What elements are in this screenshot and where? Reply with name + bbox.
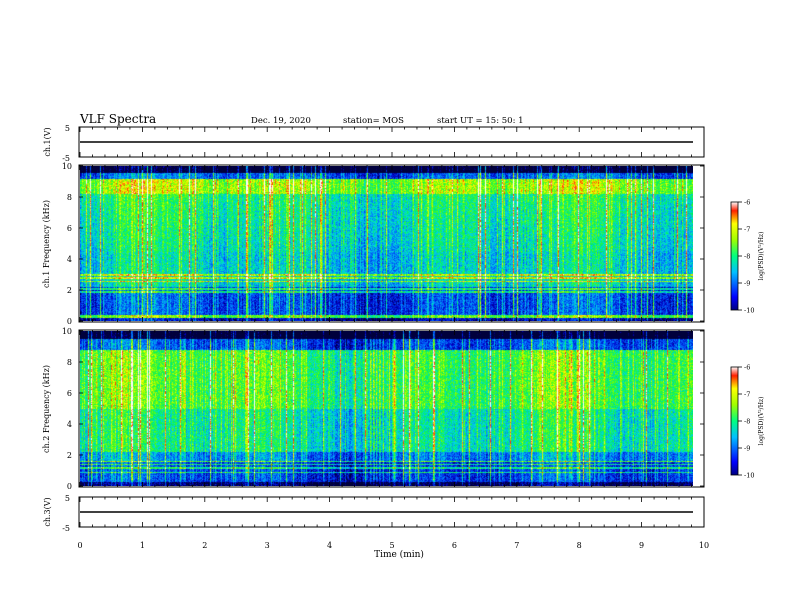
ch1-spec-ylabel: ch.1 Frequency (kHz)	[42, 200, 51, 288]
x-tick-label: 7	[514, 541, 519, 550]
ch1-ytick-top: 5	[65, 124, 70, 133]
figure-title: VLF Spectra	[80, 112, 157, 126]
x-tick-label: 5	[389, 541, 394, 550]
x-tick-label: 6	[452, 541, 457, 550]
colorbar-tick-label: -10	[744, 307, 754, 315]
freq-tick-label: 0	[67, 482, 72, 491]
ch2-colorbar-gradient	[730, 366, 739, 476]
ch2-spec-ylabel: ch.2 Frequency (kHz)	[42, 365, 51, 453]
x-tick-labels: 0 1 2 3 4 5 6 7 8 9 10	[77, 541, 709, 550]
freq-tick-label: 0	[67, 317, 72, 326]
freq-tick-label: 8	[67, 193, 72, 202]
station-label: station= MOS	[343, 116, 404, 126]
x-axis-label: Time (min)	[374, 549, 424, 560]
ch1-waveform-panel: 5 -5 ch.1(V)	[43, 124, 705, 163]
freq-tick-label: 4	[67, 420, 72, 429]
ch1-colorbar-gradient	[730, 201, 739, 311]
start-time-label: start UT = 15: 50: 1	[437, 116, 524, 126]
ch1-colorbar-label: log(PSD)(V²/Hz)	[758, 232, 765, 281]
date-label: Dec. 19, 2020	[251, 116, 311, 126]
x-tick-label: 9	[639, 541, 644, 550]
x-tick-label: 0	[77, 541, 82, 550]
colorbar-tick-label: -8	[744, 253, 750, 261]
x-tick-label: 4	[327, 541, 332, 550]
colorbar-tick-label: -9	[744, 280, 750, 288]
colorbar-tick-label: -7	[744, 226, 750, 234]
freq-tick-label: 8	[67, 358, 72, 367]
x-tick-label: 3	[265, 541, 270, 550]
ch3-ytick-top: 5	[65, 494, 70, 503]
ch2-colorbar: -6 -7 -8 -9 -10 log(PSD)(V²/Hz)	[730, 364, 765, 480]
time-tick-marks	[79, 127, 705, 527]
ch1-spectrogram-image	[80, 166, 693, 321]
freq-tick-label: 2	[67, 286, 72, 295]
ch3-waveform-panel: 5 -5 ch.3(V)	[43, 494, 705, 533]
ch2-spec-yticks: 0 2 4 6 8 10	[62, 327, 704, 491]
freq-tick-label: 6	[67, 224, 72, 233]
ch3-ylabel: ch.3(V)	[43, 497, 52, 526]
x-tick-label: 8	[577, 541, 582, 550]
ch3-ytick-bottom: -5	[62, 524, 70, 533]
ch2-spectrogram-panel: 0 2 4 6 8 10 ch.2 Frequency (kHz)	[42, 327, 705, 491]
colorbar-tick-label: -8	[744, 418, 750, 426]
ch2-colorbar-label: log(PSD)(V²/Hz)	[758, 397, 765, 446]
freq-tick-label: 4	[67, 255, 72, 264]
colorbar-tick-label: -6	[744, 199, 750, 207]
freq-tick-label: 10	[62, 162, 72, 171]
ch2-colorbar-ticks: -6 -7 -8 -9 -10	[738, 364, 754, 480]
freq-tick-label: 6	[67, 389, 72, 398]
ch1-spectrogram-panel: 0 2 4 6 8 10 ch.1 Frequency (kHz)	[42, 162, 705, 326]
colorbar-tick-label: -9	[744, 445, 750, 453]
ch1-ylabel: ch.1(V)	[43, 127, 52, 156]
ch2-spectrogram-image	[80, 331, 693, 486]
x-tick-label: 1	[140, 541, 145, 550]
x-tick-label: 10	[699, 541, 709, 550]
ch1-colorbar: -6 -7 -8 -9 -10 log(PSD)(V²/Hz)	[730, 199, 765, 315]
ch1-colorbar-ticks: -6 -7 -8 -9 -10	[738, 199, 754, 315]
colorbar-tick-label: -7	[744, 391, 750, 399]
freq-tick-label: 2	[67, 451, 72, 460]
x-tick-label: 2	[202, 541, 207, 550]
colorbar-tick-label: -6	[744, 364, 750, 372]
freq-tick-label: 10	[62, 327, 72, 336]
colorbar-tick-label: -10	[744, 472, 754, 480]
ch1-ytick-bottom: -5	[62, 154, 70, 163]
